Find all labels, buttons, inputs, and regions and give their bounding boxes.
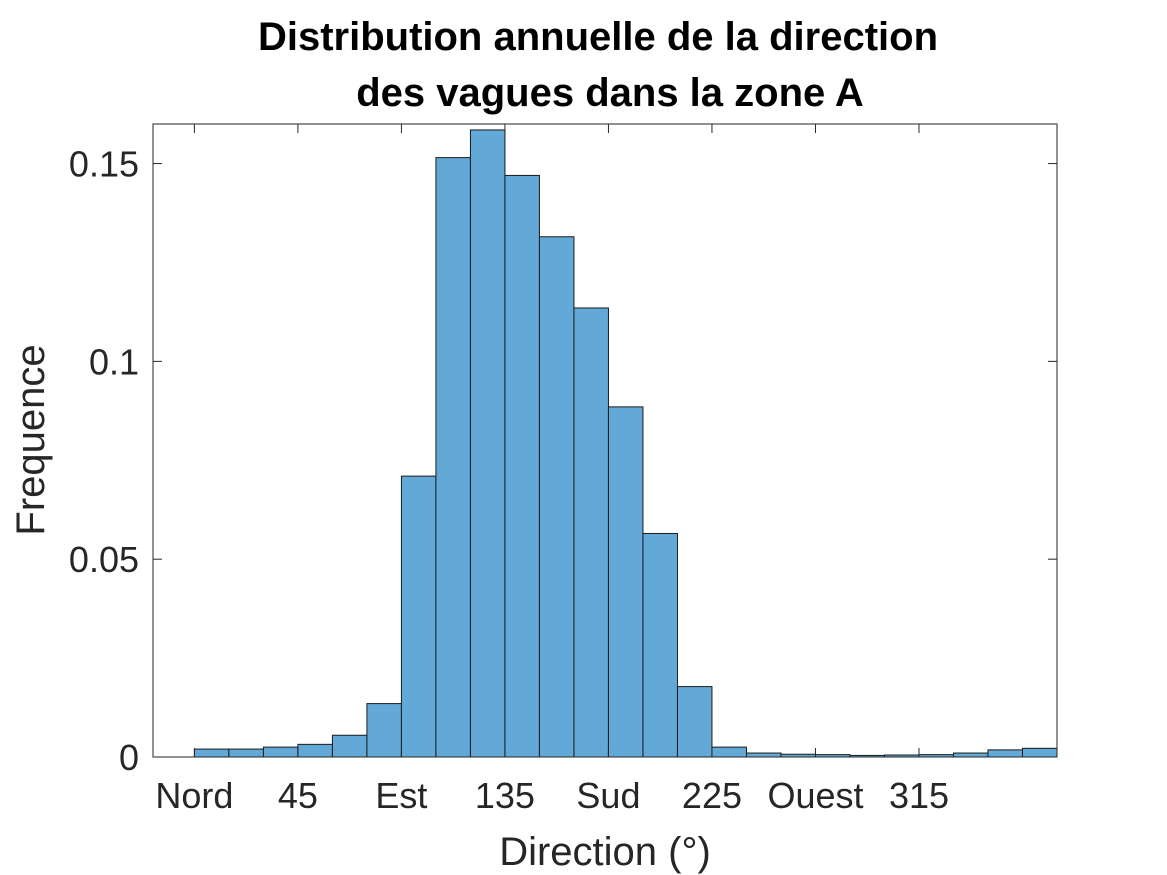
histogram-bar: [228, 748, 264, 758]
histogram-bar: [1021, 747, 1058, 758]
histogram-bar: [745, 752, 782, 758]
histogram-bar: [469, 129, 506, 758]
chart-title-line-1: Distribution annuelle de la direction: [258, 15, 938, 59]
x-axis-label: Direction (°): [499, 830, 711, 874]
histogram-bar: [400, 475, 437, 758]
bars-group: [193, 129, 1058, 758]
histogram-bar: [435, 157, 471, 758]
histogram-bar: [366, 703, 402, 758]
y-axis-label: Frequence: [9, 344, 53, 535]
histogram-bar: [331, 734, 368, 758]
histogram-bar: [193, 748, 230, 758]
histogram-bar: [676, 686, 713, 758]
chart-title-line-2: des vagues dans la zone A: [356, 71, 864, 115]
x-tick-label: Est: [375, 775, 427, 816]
x-tick-label: Nord: [155, 775, 233, 816]
x-tick-label: 315: [889, 775, 949, 816]
histogram-bar: [987, 749, 1023, 758]
histogram-bar: [297, 743, 333, 758]
y-axis-ticks: 0 0.05 0.1 0.15: [69, 144, 1057, 778]
histogram-bar: [262, 746, 299, 758]
y-tick-label: 0.15: [69, 144, 139, 185]
histogram-bar: [573, 307, 609, 758]
histogram-bar: [642, 532, 678, 758]
x-axis-ticks: Nord 45 Est 135 Sud 225 Ouest 315: [155, 124, 949, 816]
y-tick-label: 0.05: [69, 539, 139, 580]
y-tick-label: 0: [119, 737, 139, 778]
histogram-bar: [952, 752, 989, 758]
x-tick-label: 45: [278, 775, 318, 816]
histogram-bar: [504, 174, 540, 758]
histogram-bar: [607, 406, 644, 758]
histogram-bar: [538, 236, 575, 758]
histogram-bar: [711, 746, 747, 758]
x-tick-label: 225: [682, 775, 742, 816]
y-tick-label: 0.1: [89, 341, 139, 382]
x-tick-label: 135: [475, 775, 535, 816]
x-tick-label: Sud: [576, 775, 640, 816]
plot-frame: [152, 123, 1058, 758]
x-tick-label: Ouest: [767, 775, 863, 816]
